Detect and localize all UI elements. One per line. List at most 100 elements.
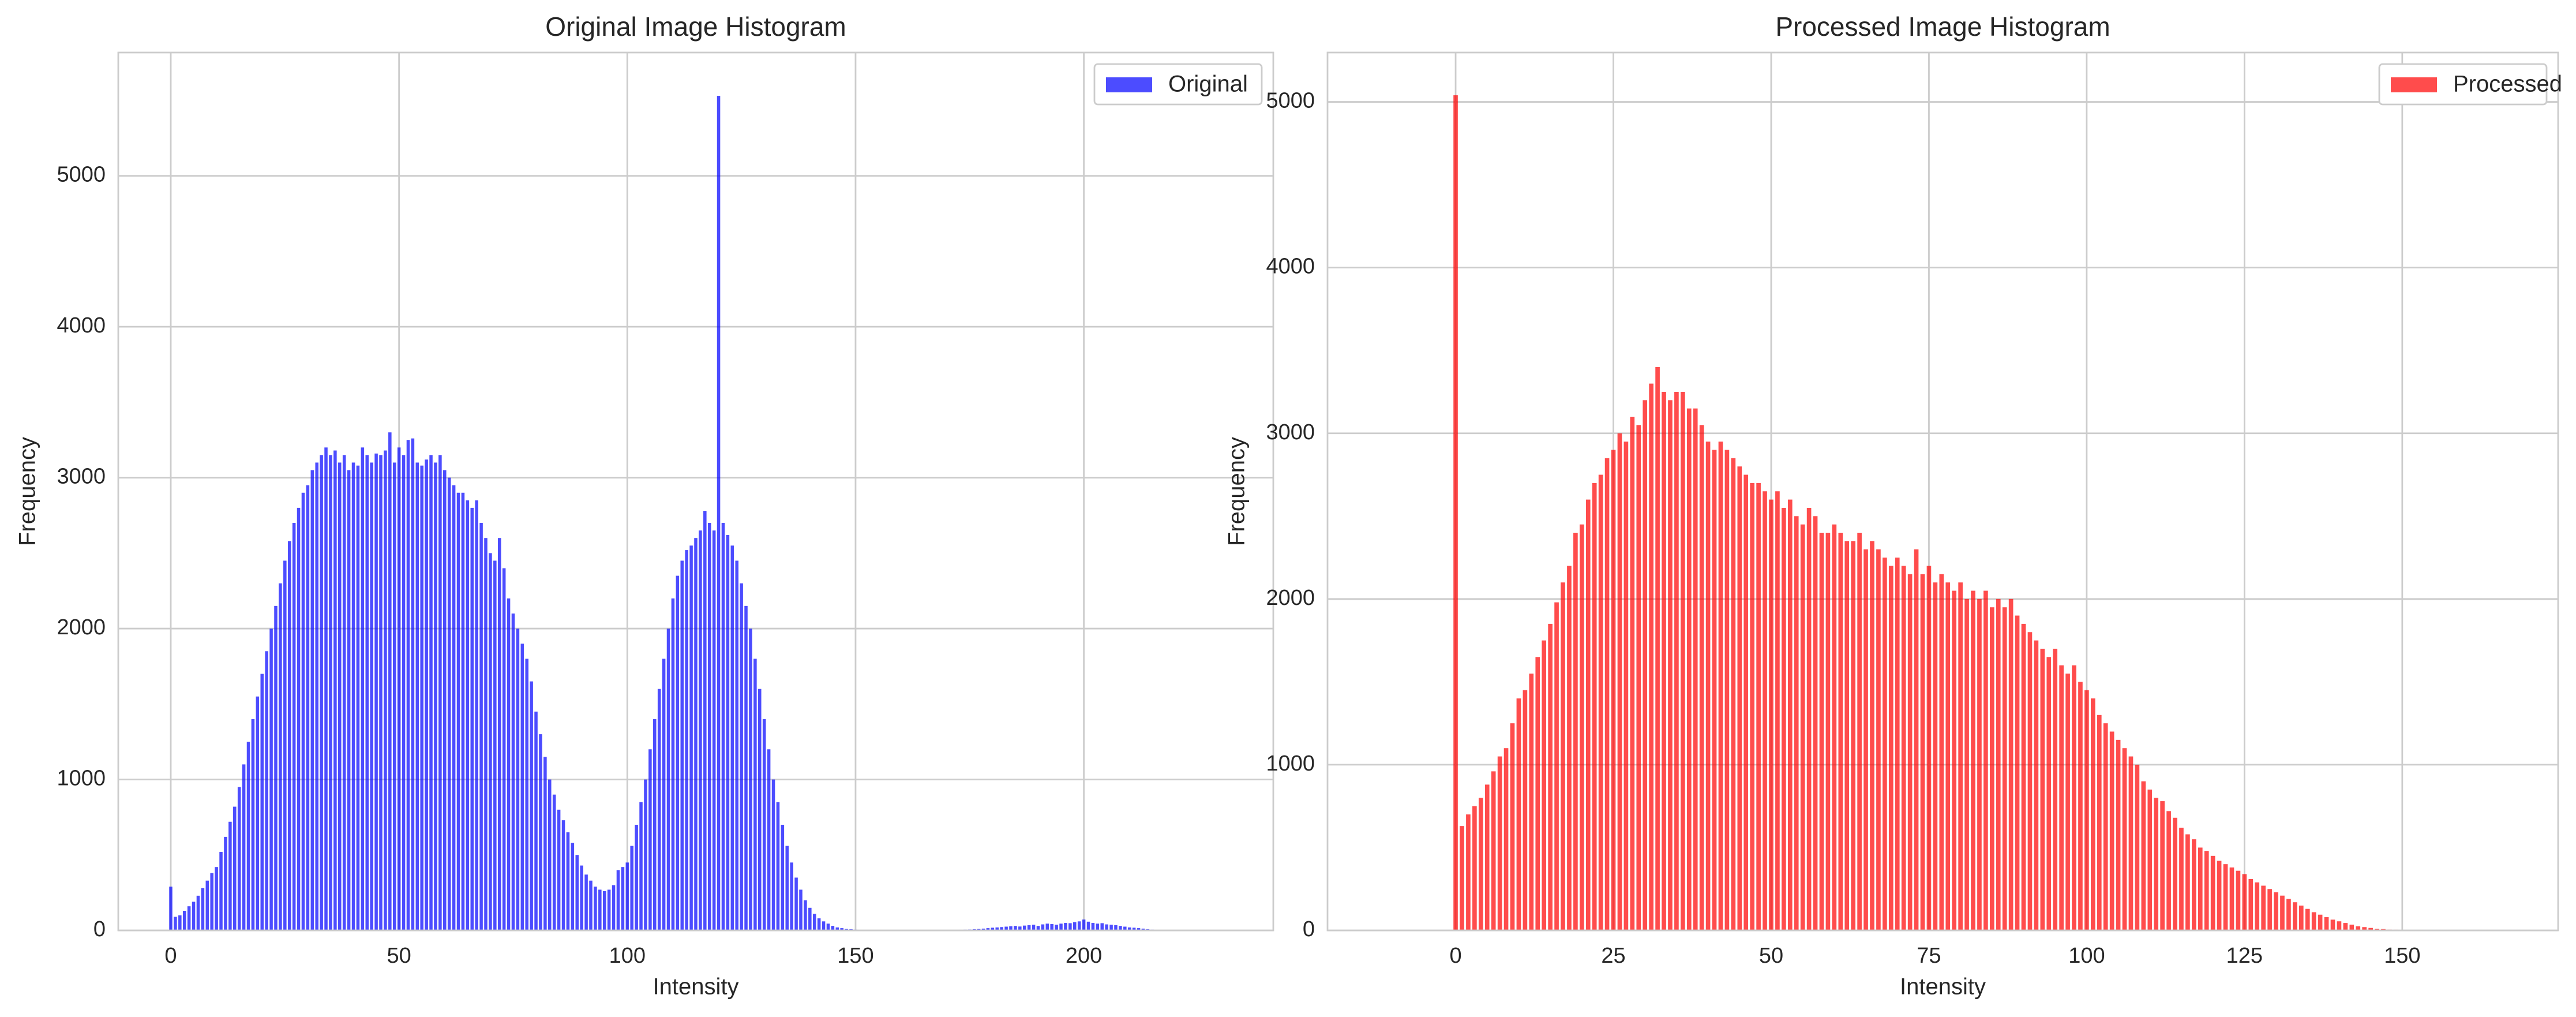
bar <box>744 605 748 930</box>
bar <box>489 553 492 930</box>
bar <box>1769 499 1773 930</box>
bar <box>1123 926 1127 930</box>
bar <box>685 550 688 930</box>
bar <box>310 470 314 930</box>
bar <box>812 914 816 930</box>
bar <box>1460 826 1464 930</box>
bar <box>2343 923 2348 930</box>
bar <box>333 450 337 930</box>
x-tick-label: 25 <box>1601 944 1625 968</box>
bar <box>2368 928 2373 930</box>
bar <box>187 906 191 930</box>
bar <box>1870 541 1874 930</box>
bar <box>242 764 246 930</box>
bar <box>758 689 762 930</box>
bar <box>2267 889 2272 930</box>
bar <box>826 923 830 930</box>
bar <box>703 511 707 930</box>
bar <box>648 749 652 930</box>
bar <box>1086 921 1090 930</box>
bar <box>1699 425 1704 930</box>
bar <box>1032 925 1036 930</box>
bar <box>347 470 351 930</box>
bar <box>2008 599 2013 930</box>
bar <box>671 598 675 930</box>
bar <box>653 719 657 930</box>
bar <box>566 832 570 930</box>
bar <box>1567 566 1572 930</box>
bar <box>2141 781 2146 930</box>
bar <box>767 749 771 930</box>
legend-swatch <box>1106 77 1152 92</box>
bar <box>256 696 260 930</box>
bar <box>434 462 437 930</box>
bar <box>840 928 843 930</box>
bar <box>342 455 346 930</box>
bar <box>2198 847 2203 930</box>
bar <box>1073 922 1077 930</box>
bar <box>1027 925 1031 930</box>
bar <box>320 455 323 930</box>
bar <box>612 885 616 930</box>
bar <box>511 613 515 930</box>
bar <box>1851 541 1856 930</box>
bar <box>475 500 478 930</box>
bar <box>379 455 383 930</box>
bar <box>1068 923 1072 930</box>
bar <box>520 644 524 930</box>
bar <box>666 629 670 930</box>
bar <box>2298 905 2304 930</box>
bar <box>621 867 625 930</box>
bar <box>1611 450 1616 930</box>
bar <box>589 880 593 930</box>
y-tick-label: 3000 <box>1266 420 1315 444</box>
bar <box>1933 582 1938 930</box>
bar <box>1763 491 1767 930</box>
bar <box>1888 566 1893 930</box>
bar <box>237 787 241 930</box>
bar <box>251 719 255 930</box>
bar <box>635 824 638 930</box>
bar <box>676 575 680 930</box>
bar <box>616 870 620 930</box>
bar <box>1018 926 1022 930</box>
bar <box>1939 574 1944 930</box>
bar <box>182 911 186 930</box>
bar <box>571 843 575 930</box>
bar <box>1712 450 1717 930</box>
bar <box>265 651 268 930</box>
bar <box>392 462 396 930</box>
bar <box>279 583 282 930</box>
bar <box>2015 615 2020 930</box>
bar <box>1045 923 1049 930</box>
bar <box>1838 532 1843 930</box>
bar <box>1907 574 1913 930</box>
bar <box>365 455 369 930</box>
bar <box>1750 483 1754 930</box>
bar <box>543 757 547 930</box>
bar <box>2053 648 2058 930</box>
bar <box>1623 442 1629 930</box>
bar <box>1756 483 1761 930</box>
bar <box>1964 599 1969 930</box>
bar <box>2059 665 2064 930</box>
bar <box>831 926 835 930</box>
bar <box>1535 657 1540 930</box>
bar <box>329 455 332 930</box>
bar <box>370 462 373 930</box>
bar <box>1876 549 1881 930</box>
x-tick-label: 50 <box>1759 944 1783 968</box>
bar <box>260 674 264 930</box>
bar <box>1127 927 1131 930</box>
bar <box>1100 923 1104 930</box>
bar <box>1472 806 1477 930</box>
bar <box>402 455 406 930</box>
bar <box>804 900 807 930</box>
bar <box>1497 756 1502 930</box>
bar <box>2116 739 2121 930</box>
bar <box>735 560 738 930</box>
bar <box>1119 926 1122 930</box>
legend-box <box>1093 63 1263 106</box>
bar <box>1643 400 1648 930</box>
bar <box>1478 798 1483 930</box>
